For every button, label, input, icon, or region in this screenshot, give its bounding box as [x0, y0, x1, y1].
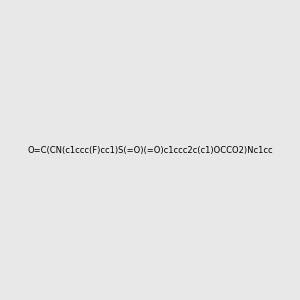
Text: O=C(CN(c1ccc(F)cc1)S(=O)(=O)c1ccc2c(c1)OCCO2)Nc1cc: O=C(CN(c1ccc(F)cc1)S(=O)(=O)c1ccc2c(c1)O…	[27, 146, 273, 154]
